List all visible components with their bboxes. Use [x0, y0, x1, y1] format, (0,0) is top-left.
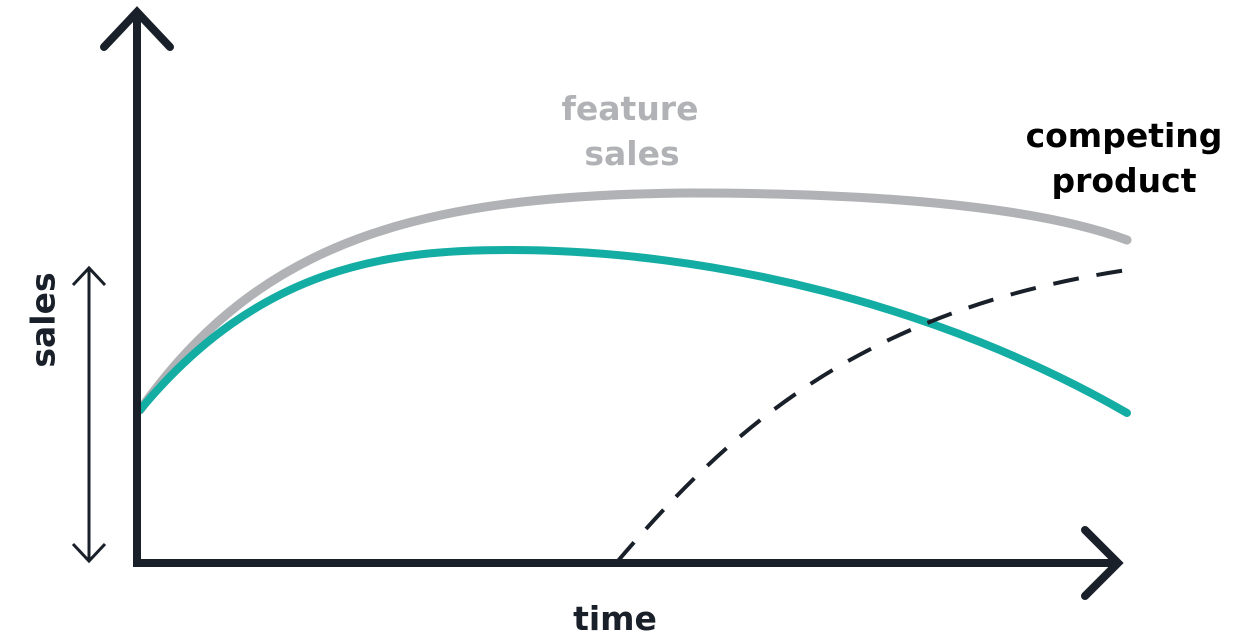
double-arrow-vertical-icon: [71, 265, 107, 564]
x-axis-label: time: [573, 599, 657, 638]
feature-sales-curve: [135, 188, 1132, 415]
competing-product-label-line1: competing: [1026, 116, 1223, 155]
y-axis-label: sales: [24, 272, 63, 367]
feature-sales-label-line2: sales: [584, 134, 679, 173]
competing-product-label-line2: product: [1051, 161, 1196, 200]
sales-curve: [136, 245, 1131, 417]
arrow-up-icon: [100, 6, 174, 51]
competing-product-curve: [615, 268, 1128, 564]
feature-sales-label-line1: feature: [562, 89, 699, 128]
arrow-right-icon: [1081, 526, 1124, 600]
